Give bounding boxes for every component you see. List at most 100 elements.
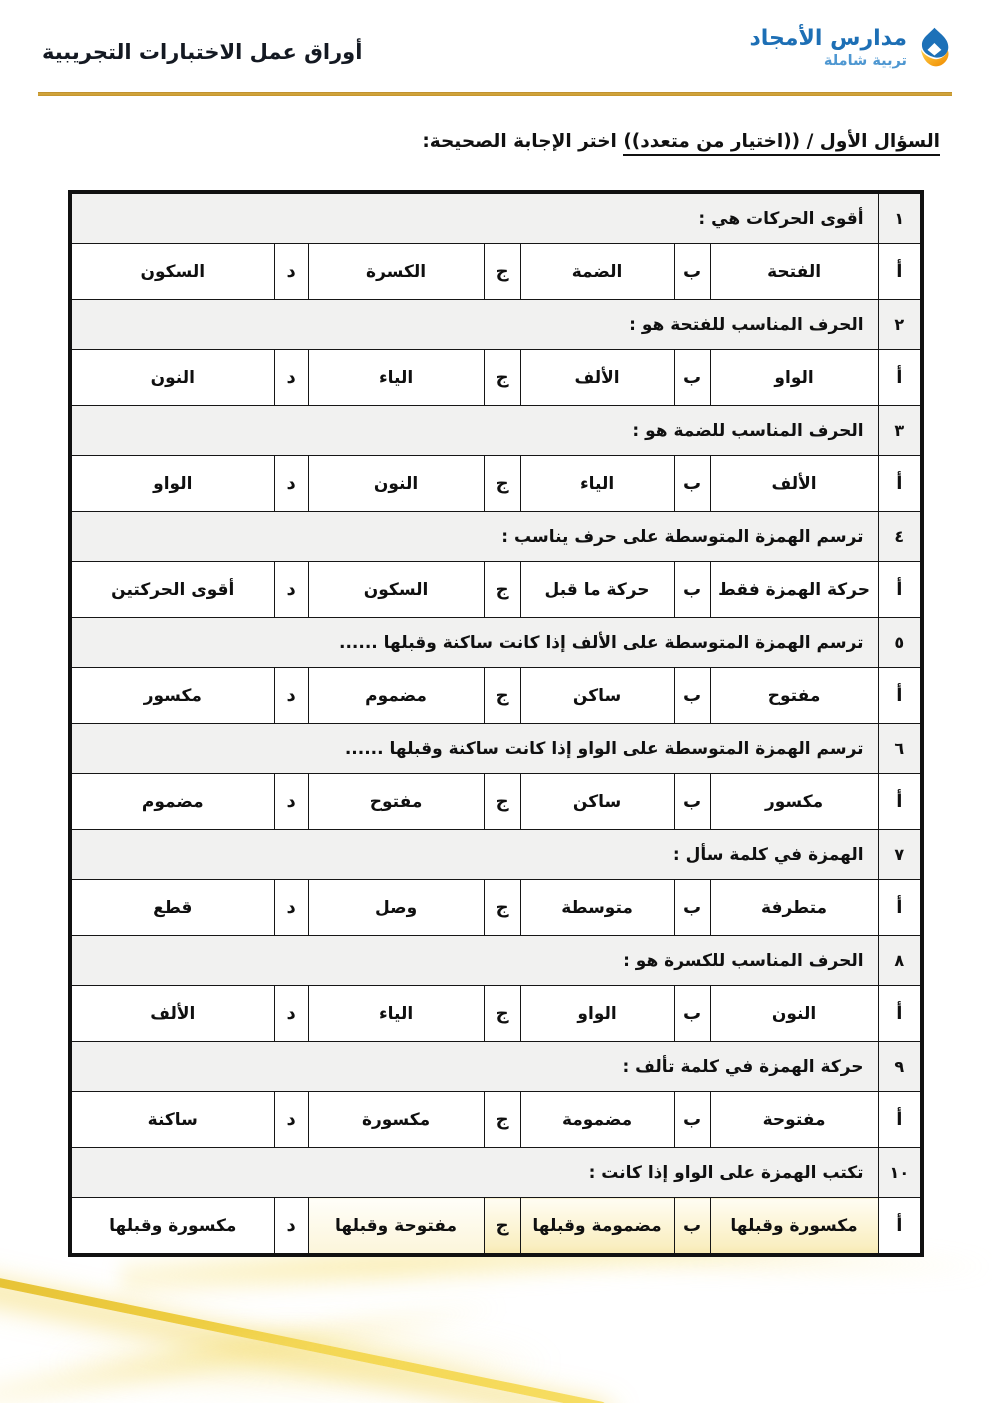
- option-cell[interactable]: النون: [709, 985, 879, 1042]
- question-row: ٣ الحرف المناسب للضمة هو :: [69, 405, 923, 456]
- answer-row: أ الألف ب الياء ج النون د الواو: [69, 455, 923, 512]
- option-cell[interactable]: الياء: [307, 349, 485, 406]
- option-letter: د: [273, 1091, 309, 1148]
- answer-row: أ الواو ب الألف ج الياء د النون: [69, 349, 923, 406]
- option-cell[interactable]: ساكنة: [69, 1091, 275, 1148]
- option-letter: ج: [483, 349, 521, 406]
- option-letter: د: [273, 773, 309, 830]
- question-text: الهمزة في كلمة سأل :: [69, 829, 879, 880]
- answer-row: أ مفتوحة ب مضمومة ج مكسورة د ساكنة: [69, 1091, 923, 1148]
- option-cell[interactable]: ساكن: [519, 667, 675, 724]
- option-cell[interactable]: الياء: [307, 985, 485, 1042]
- question-text: تكتب الهمزة على الواو إذا كانت :: [69, 1147, 879, 1198]
- question-number: ٦: [877, 723, 923, 774]
- option-cell[interactable]: حركة ما قبل: [519, 561, 675, 618]
- option-cell[interactable]: متوسطة: [519, 879, 675, 936]
- question-text: أقوى الحركات هي :: [69, 191, 879, 244]
- option-cell[interactable]: مضموم: [69, 773, 275, 830]
- option-cell[interactable]: النون: [307, 455, 485, 512]
- option-letter: ج: [483, 243, 521, 300]
- option-cell[interactable]: مكسورة: [307, 1091, 485, 1148]
- option-cell[interactable]: الألف: [519, 349, 675, 406]
- option-letter: ب: [673, 455, 711, 512]
- option-letter: ج: [483, 773, 521, 830]
- option-cell[interactable]: الواو: [69, 455, 275, 512]
- option-letter: ب: [673, 985, 711, 1042]
- option-letter: أ: [877, 455, 923, 512]
- question-number: ٣: [877, 405, 923, 456]
- option-letter: ب: [673, 773, 711, 830]
- question-row: ٥ ترسم الهمزة المتوسطة على الألف إذا كانت…: [69, 617, 923, 668]
- option-letter: د: [273, 561, 309, 618]
- option-cell[interactable]: أقوى الحركتين: [69, 561, 275, 618]
- option-cell[interactable]: مضموم: [307, 667, 485, 724]
- option-cell[interactable]: مكسور: [69, 667, 275, 724]
- question-number: ٨: [877, 935, 923, 986]
- doc-title: أوراق عمل الاختبارات التجريبية: [42, 40, 363, 64]
- option-letter: أ: [877, 349, 923, 406]
- question-text: الحرف المناسب للضمة هو :: [69, 405, 879, 456]
- option-letter: ج: [483, 455, 521, 512]
- option-letter: د: [273, 985, 309, 1042]
- option-cell[interactable]: حركة الهمزة فقط: [709, 561, 879, 618]
- option-cell[interactable]: السكون: [69, 243, 275, 300]
- option-cell[interactable]: وصل: [307, 879, 485, 936]
- option-cell[interactable]: مكسورة وقبلها: [69, 1197, 275, 1256]
- question-text: الحرف المناسب للفتحة هو :: [69, 299, 879, 350]
- option-letter: ج: [483, 1091, 521, 1148]
- question-row: ٨ الحرف المناسب للكسرة هو :: [69, 935, 923, 986]
- option-letter: أ: [877, 985, 923, 1042]
- question-row: ٤ ترسم الهمزة المتوسطة على حرف يناسب :: [69, 511, 923, 562]
- option-cell[interactable]: مضمومة: [519, 1091, 675, 1148]
- question-row: ٢ الحرف المناسب للفتحة هو :: [69, 299, 923, 350]
- option-letter: أ: [877, 1197, 923, 1256]
- question-number: ٥: [877, 617, 923, 668]
- option-cell[interactable]: النون: [69, 349, 275, 406]
- header-divider-rule: [38, 92, 952, 96]
- option-letter: د: [273, 349, 309, 406]
- option-cell[interactable]: الضمة: [519, 243, 675, 300]
- option-letter: أ: [877, 879, 923, 936]
- section-title-underlined: السؤال الأول / ((اختيار من متعدد)): [623, 131, 940, 156]
- option-cell[interactable]: مكسور: [709, 773, 879, 830]
- answer-row: أ مكسور ب ساكن ج مفتوح د مضموم: [69, 773, 923, 830]
- option-cell[interactable]: مضمومة وقبلها: [519, 1197, 675, 1256]
- option-cell[interactable]: متطرفة: [709, 879, 879, 936]
- option-letter: ب: [673, 349, 711, 406]
- section-title: السؤال الأول / ((اختيار من متعدد)) اختر …: [422, 131, 940, 156]
- decorative-swoosh-stripe: [0, 1272, 607, 1403]
- option-cell[interactable]: قطع: [69, 879, 275, 936]
- option-cell[interactable]: الفتحة: [709, 243, 879, 300]
- answer-row: أ النون ب الواو ج الياء د الألف: [69, 985, 923, 1042]
- option-letter: ب: [673, 243, 711, 300]
- option-cell[interactable]: مفتوح: [307, 773, 485, 830]
- section-title-rest: اختر الإجابة الصحيحة:: [422, 131, 624, 152]
- option-cell[interactable]: مفتوحة: [709, 1091, 879, 1148]
- option-cell[interactable]: الياء: [519, 455, 675, 512]
- option-cell[interactable]: الألف: [709, 455, 879, 512]
- option-cell[interactable]: السكون: [307, 561, 485, 618]
- answer-row: أ مفتوح ب ساكن ج مضموم د مكسور: [69, 667, 923, 724]
- question-text: ترسم الهمزة المتوسطة على الواو إذا كانت …: [69, 723, 879, 774]
- option-cell[interactable]: الألف: [69, 985, 275, 1042]
- school-logo: مدارس الأمجاد تربية شاملة: [749, 26, 952, 72]
- option-cell[interactable]: مكسورة وقبلها: [709, 1197, 879, 1256]
- option-cell[interactable]: ساكن: [519, 773, 675, 830]
- option-cell[interactable]: الواو: [519, 985, 675, 1042]
- option-letter: د: [273, 243, 309, 300]
- decorative-swoosh-band: [0, 1289, 499, 1403]
- option-letter: أ: [877, 243, 923, 300]
- question-text: حركة الهمزة في كلمة تألف :: [69, 1041, 879, 1092]
- option-letter: ج: [483, 985, 521, 1042]
- question-text: الحرف المناسب للكسرة هو :: [69, 935, 879, 986]
- option-cell[interactable]: الكسرة: [307, 243, 485, 300]
- option-letter: د: [273, 1197, 309, 1256]
- option-letter: أ: [877, 667, 923, 724]
- option-letter: د: [273, 667, 309, 724]
- school-logo-tagline: تربية شاملة: [823, 52, 907, 69]
- option-cell[interactable]: مفتوح: [709, 667, 879, 724]
- option-cell[interactable]: الواو: [709, 349, 879, 406]
- option-letter: ب: [673, 1091, 711, 1148]
- option-cell[interactable]: مفتوحة وقبلها: [307, 1197, 485, 1256]
